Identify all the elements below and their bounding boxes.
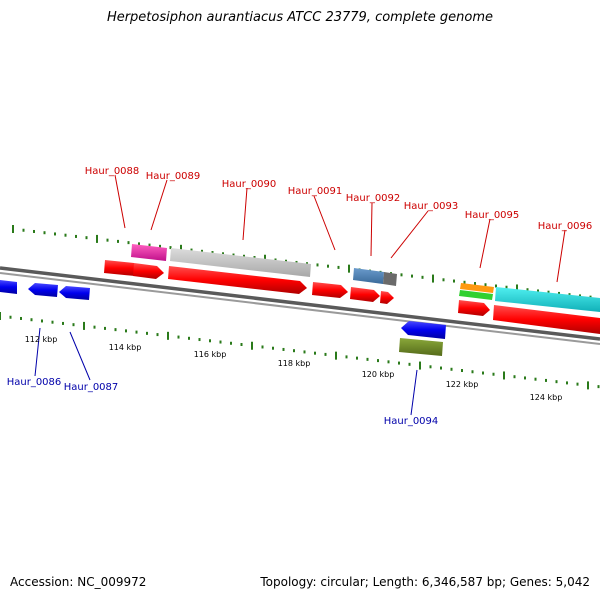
gene-arrow <box>458 300 490 316</box>
scale-label: 120 kbp <box>362 370 395 379</box>
gene-arrow <box>133 263 164 279</box>
backbone <box>0 266 600 345</box>
scale-labels: 112 kbp 114 kbp 116 kbp 118 kbp 120 kbp … <box>25 335 563 402</box>
gene-label: Haur_0086 <box>7 377 62 388</box>
scale-label: 114 kbp <box>109 343 142 352</box>
gene-bar-pink <box>131 244 167 261</box>
gene-bar-orange <box>460 283 494 293</box>
label-leaders <box>34 174 566 416</box>
gene-arrow <box>380 291 394 304</box>
scale-label: 112 kbp <box>25 335 58 344</box>
gene-label: Haur_0095 <box>465 210 520 221</box>
gene-arrow <box>59 286 90 300</box>
inner-tick-track <box>0 312 600 390</box>
gene-label: Haur_0096 <box>538 221 593 232</box>
feature-bars <box>131 244 600 312</box>
gene-arrow <box>28 283 58 297</box>
gene-label: Haur_0087 <box>64 382 119 393</box>
reverse-genes <box>0 280 446 356</box>
gene-label: Haur_0091 <box>288 186 343 197</box>
gene-arrow <box>312 282 348 298</box>
gene-arrow <box>350 287 380 302</box>
gene-label: Haur_0088 <box>85 166 140 177</box>
gene-label: Haur_0094 <box>384 416 439 427</box>
gene-bar-darkgray <box>383 272 397 286</box>
gene-arrow <box>493 305 600 334</box>
gene-label: Haur_0090 <box>222 179 277 190</box>
gene-arrow <box>168 266 307 294</box>
gene-bar-cyan <box>495 287 600 312</box>
genome-summary-text: Topology: circular; Length: 6,346,587 bp… <box>260 575 590 589</box>
scale-label: 122 kbp <box>446 380 479 389</box>
gene-arrow <box>401 321 446 339</box>
gene-bar-gray <box>170 248 311 277</box>
scale-label: 116 kbp <box>194 350 227 359</box>
scale-label: 124 kbp <box>530 393 563 402</box>
gene-bar-green <box>459 290 493 300</box>
gene-label: Haur_0089 <box>146 171 201 182</box>
forward-genes <box>104 260 600 334</box>
gene-label: Haur_0093 <box>404 201 459 212</box>
gene-label: Haur_0092 <box>346 193 401 204</box>
gene-arrow <box>0 280 17 294</box>
accession-text: Accession: NC_009972 <box>10 575 147 589</box>
reverse-gene-labels: Haur_0086 Haur_0087 Haur_0094 <box>7 377 439 427</box>
forward-gene-labels: Haur_0088 Haur_0089 Haur_0090 Haur_0091 … <box>85 166 593 232</box>
map-title: Herpetosiphon aurantiacus ATCC 23779, co… <box>106 10 494 25</box>
gene-bar-steel <box>353 268 384 284</box>
scale-label: 118 kbp <box>278 359 311 368</box>
gene-bar-olive <box>399 338 443 356</box>
gene-arrow <box>104 260 135 276</box>
